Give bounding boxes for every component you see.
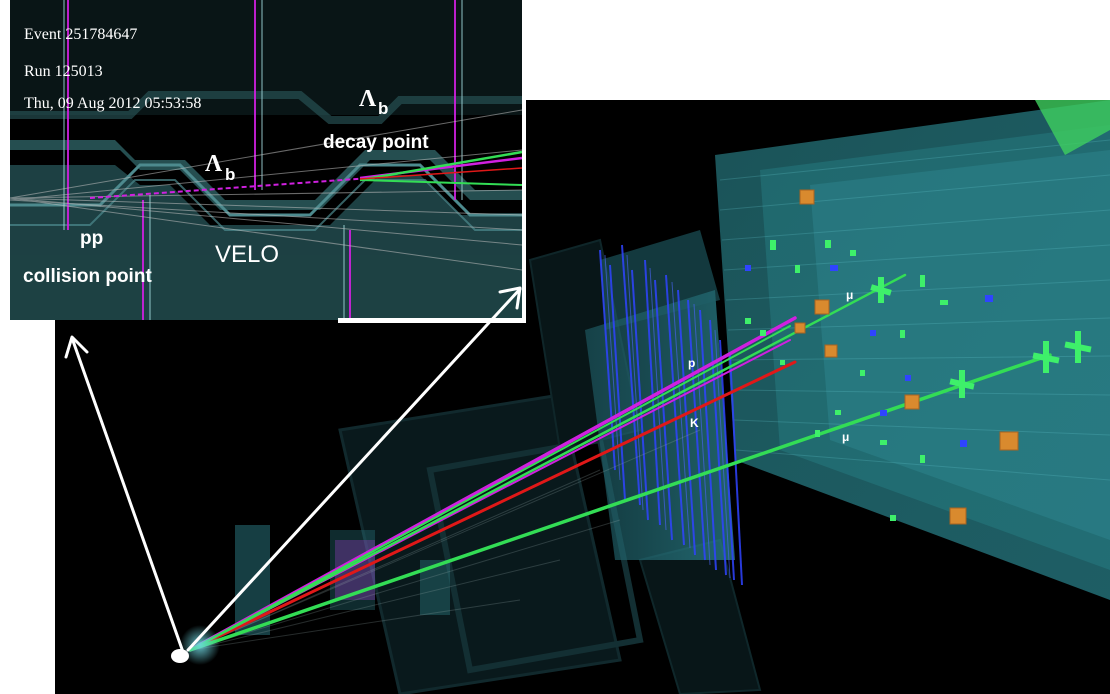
- lambda-b-upper-sub: b: [378, 99, 388, 118]
- inset-green-track-a: [359, 150, 523, 182]
- kaon-track: [188, 360, 797, 652]
- lambda-b-lower-sub: b: [225, 165, 235, 184]
- lambda-b-flight-line: [89, 177, 371, 199]
- proton-track-ghost: [189, 325, 791, 651]
- blue-hit-bundle: [599, 244, 743, 586]
- arrow-to-inset-left: [70, 336, 185, 654]
- kaon-label: K: [690, 416, 699, 430]
- decay-point-label: decay point: [323, 132, 429, 153]
- collision-point-marker: [171, 649, 189, 663]
- magnet-structure: [338, 238, 762, 694]
- lambda-b-lower-symbol: Λ: [205, 151, 223, 177]
- run-number: Run 125013: [24, 63, 103, 80]
- inset-border: [338, 0, 526, 323]
- inset-green-track-b: [359, 179, 523, 186]
- page-white-notch: [520, 0, 1110, 100]
- zoom-inset-panel: Event 251784647 Run 125013 Thu, 09 Aug 2…: [9, 0, 523, 320]
- proton-label: p: [688, 356, 695, 370]
- arrow-to-inset-right: [186, 287, 522, 652]
- lambda-b-upper-symbol: Λ: [359, 86, 377, 112]
- faint-tracks: [189, 429, 701, 651]
- vertex-glow: [180, 625, 220, 665]
- muon-upper-track: [188, 273, 907, 652]
- pp-label: pp: [80, 228, 103, 249]
- hit-markers: [745, 100, 1110, 525]
- inset-red-track: [359, 167, 523, 180]
- corner-green-block: [1035, 100, 1110, 155]
- muon-lower-label: μ: [842, 430, 849, 444]
- event-date: Thu, 09 Aug 2012 05:53:58: [24, 95, 201, 112]
- collision-point-label: collision point: [23, 266, 152, 287]
- event-number: Event 251784647: [24, 26, 137, 43]
- muon-upper-label: μ: [846, 288, 853, 302]
- zoom-arrows: [64, 286, 522, 654]
- muon-stations: [715, 100, 1110, 600]
- velo-label: VELO: [215, 241, 279, 268]
